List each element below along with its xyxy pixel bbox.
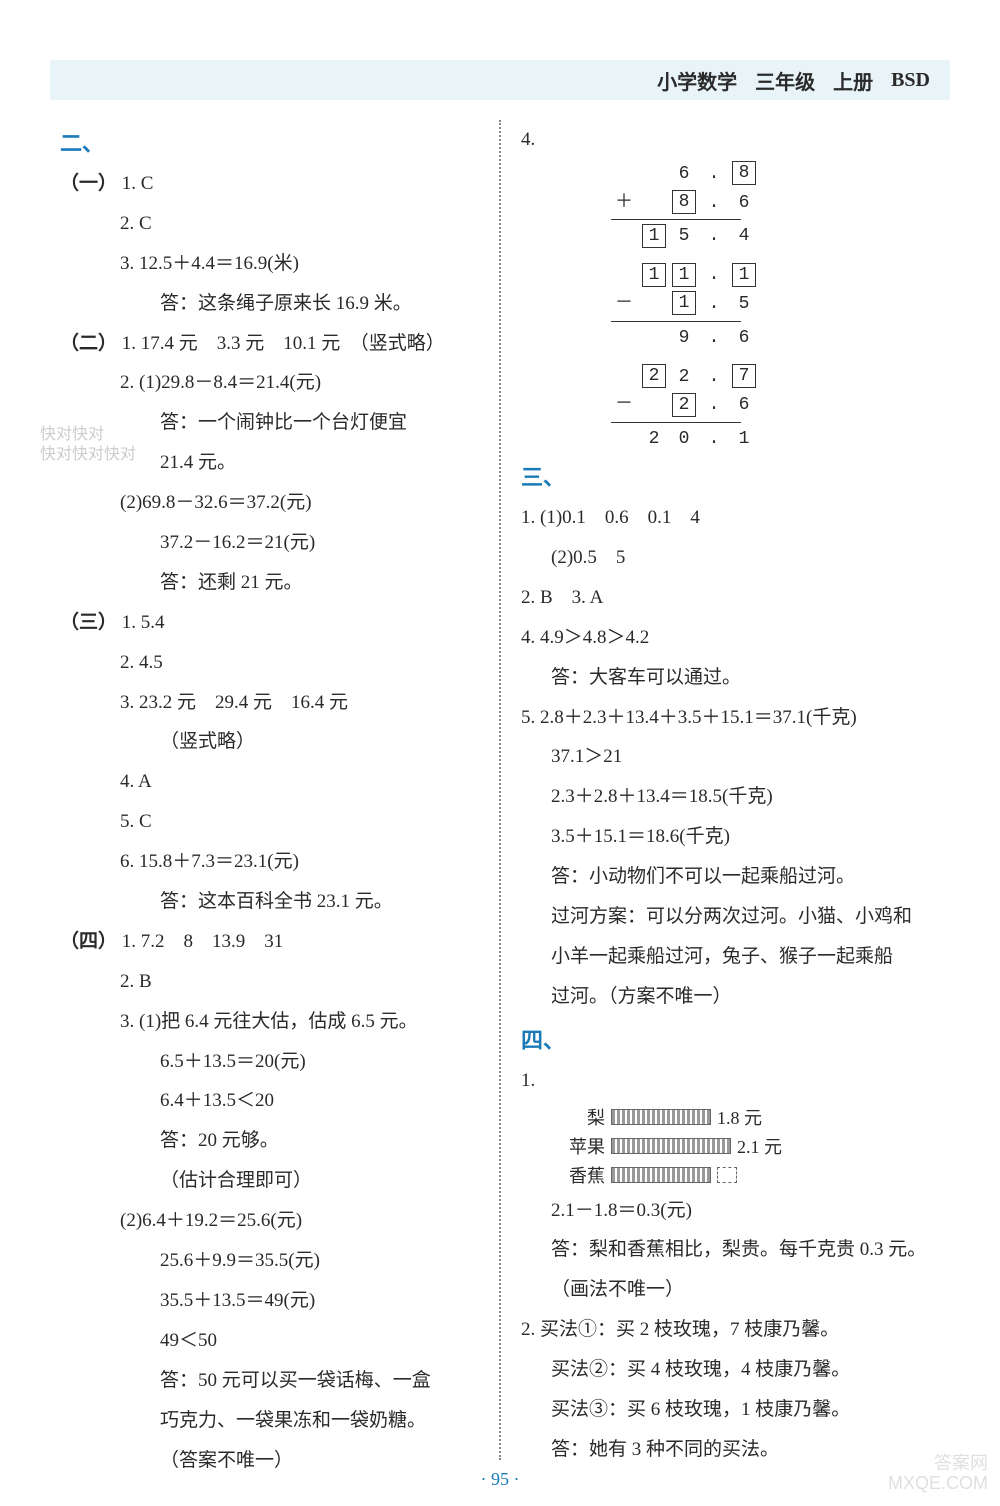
bar-ext bbox=[717, 1167, 737, 1183]
ans: 6.4＋13.5＜20 bbox=[60, 1081, 479, 1121]
bar bbox=[611, 1109, 711, 1125]
ans: 答：大客车可以通过。 bbox=[521, 658, 940, 698]
brand1: 答案网 bbox=[888, 1454, 988, 1474]
ans: 4. A bbox=[60, 762, 479, 802]
item-label: 4. bbox=[521, 129, 535, 150]
ans: 5. 2.8＋2.3＋13.4＋3.5＋15.1＝37.1(千克) bbox=[521, 698, 940, 738]
ans: （估计合理即可） bbox=[60, 1161, 479, 1201]
ans: 过河方案：可以分两次过河。小猫、小鸡和 bbox=[521, 897, 940, 937]
line: （三） 1. 5.4 bbox=[60, 603, 479, 643]
ans: 49＜50 bbox=[60, 1321, 479, 1361]
ans: 6.5＋13.5＝20(元) bbox=[60, 1042, 479, 1082]
ans: 买法②：买 4 枝玫瑰，4 枝康乃馨。 bbox=[521, 1350, 940, 1390]
ans: （画法不唯一） bbox=[521, 1270, 940, 1310]
ans: 6. 15.8＋7.3＝23.1(元) bbox=[60, 842, 479, 882]
ans: 巧克力、一袋果冻和一袋奶糖。 bbox=[60, 1401, 479, 1441]
ans: 2. B 3. A bbox=[521, 578, 940, 618]
bar bbox=[611, 1167, 711, 1183]
vertical-math: 6.8＋8.615.411.1－1.59.622.7－2.620.1 bbox=[521, 160, 940, 454]
hdr-subject: 小学数学 bbox=[657, 66, 737, 95]
ans: 3. (1)把 6.4 元往大估，估成 6.5 元。 bbox=[60, 1002, 479, 1042]
line: （一） 1. C bbox=[60, 164, 479, 204]
page-number: · 95 · bbox=[0, 1469, 1000, 1490]
bar-value: 1.8 元 bbox=[717, 1104, 762, 1130]
line: （四） 1. 7.2 8 13.9 31 bbox=[60, 922, 479, 962]
ans: 1. (1)0.1 0.6 0.1 4 bbox=[521, 498, 940, 538]
ans: 答：20 元够。 bbox=[60, 1121, 479, 1161]
hdr-term: 上册 bbox=[833, 66, 873, 95]
section-4: 四、 bbox=[521, 1023, 940, 1055]
ans: 答：她有 3 种不同的买法。 bbox=[521, 1430, 940, 1470]
ans: (2)69.8－32.6＝37.2(元) bbox=[60, 483, 479, 523]
ans: 答：梨和香蕉相比，梨贵。每千克贵 0.3 元。 bbox=[521, 1230, 940, 1270]
ans: (2)6.4＋19.2＝25.6(元) bbox=[60, 1201, 479, 1241]
bar-value: 2.1 元 bbox=[737, 1133, 782, 1159]
ans: 2. 买法①：买 2 枝玫瑰，7 枝康乃馨。 bbox=[521, 1310, 940, 1350]
bar-chart: 梨 1.8 元苹果 2.1 元香蕉 bbox=[561, 1104, 940, 1188]
brand2: MXQE.COM bbox=[888, 1474, 988, 1494]
content-area: 二、 （一） 1. C 2. C 3. 12.5＋4.4＝16.9(米) 答：这… bbox=[50, 120, 950, 1460]
ans: 买法③：买 6 枝玫瑰，1 枝康乃馨。 bbox=[521, 1390, 940, 1430]
ans: 答：小动物们不可以一起乘船过河。 bbox=[521, 857, 940, 897]
ans: 1. C bbox=[122, 173, 154, 194]
ans: 答：一个闹钟比一个台灯便宜 bbox=[60, 403, 479, 443]
hdr-grade: 三年级 bbox=[755, 66, 815, 95]
ans: 2. B bbox=[60, 962, 479, 1002]
ans: 1. 5.4 bbox=[122, 612, 165, 633]
ans: 37.2－16.2＝21(元) bbox=[60, 523, 479, 563]
ans: 2.3＋2.8＋13.4＝18.5(千克) bbox=[521, 777, 940, 817]
left-column: 二、 （一） 1. C 2. C 3. 12.5＋4.4＝16.9(米) 答：这… bbox=[50, 120, 501, 1460]
bar-row: 苹果 2.1 元 bbox=[561, 1133, 940, 1159]
ans: 2. C bbox=[60, 204, 479, 244]
bar-row: 香蕉 bbox=[561, 1162, 940, 1188]
ans: 2. 4.5 bbox=[60, 643, 479, 683]
ans: 答：还剩 21 元。 bbox=[60, 563, 479, 603]
bar-row: 梨 1.8 元 bbox=[561, 1104, 940, 1130]
group-label: （三） bbox=[60, 612, 117, 633]
group-label: （四） bbox=[60, 931, 117, 952]
group-label: （一） bbox=[60, 173, 117, 194]
ans: 2.1－1.8＝0.3(元) bbox=[521, 1191, 940, 1231]
ans: 3.5＋15.1＝18.6(千克) bbox=[521, 817, 940, 857]
brand-watermark: 答案网 MXQE.COM bbox=[888, 1454, 988, 1494]
section-3: 三、 bbox=[521, 460, 940, 492]
ans: 小羊一起乘船过河，兔子、猴子一起乘船 bbox=[521, 937, 940, 977]
page-header: 小学数学 三年级 上册 BSD bbox=[50, 60, 950, 100]
ans: 2. (1)29.8－8.4＝21.4(元) bbox=[60, 363, 479, 403]
ans: 25.6＋9.9＝35.5(元) bbox=[60, 1241, 479, 1281]
ans: （竖式略） bbox=[60, 722, 479, 762]
ans: 3. 23.2 元 29.4 元 16.4 元 bbox=[60, 683, 479, 723]
ans: 3. 12.5＋4.4＝16.9(米) bbox=[60, 244, 479, 284]
item-4: 4. bbox=[521, 120, 940, 160]
ans: 4. 4.9＞4.8＞4.2 bbox=[521, 618, 940, 658]
ans: 1. 7.2 8 13.9 31 bbox=[122, 931, 284, 952]
ans: 过河。（方案不唯一） bbox=[521, 977, 940, 1017]
bar bbox=[611, 1138, 731, 1154]
bar-label: 梨 bbox=[561, 1104, 605, 1130]
ans: 1. 17.4 元 3.3 元 10.1 元 （竖式略） bbox=[122, 333, 445, 354]
bar-label: 香蕉 bbox=[561, 1162, 605, 1188]
ans: 答：这条绳子原来长 16.9 米。 bbox=[60, 284, 479, 324]
right-column: 4. 6.8＋8.615.411.1－1.59.622.7－2.620.1 三、… bbox=[501, 120, 950, 1460]
ans: 答：这本百科全书 23.1 元。 bbox=[60, 882, 479, 922]
ans: 35.5＋13.5＝49(元) bbox=[60, 1281, 479, 1321]
ans: 5. C bbox=[60, 802, 479, 842]
ans: 21.4 元。 bbox=[60, 443, 479, 483]
item-label: 1. bbox=[521, 1061, 940, 1101]
hdr-edition: BSD bbox=[891, 69, 930, 92]
bar-label: 苹果 bbox=[561, 1133, 605, 1159]
ans: (2)0.5 5 bbox=[521, 538, 940, 578]
section-2: 二、 bbox=[60, 126, 479, 158]
line: （二） 1. 17.4 元 3.3 元 10.1 元 （竖式略） bbox=[60, 324, 479, 364]
ans: 37.1＞21 bbox=[521, 737, 940, 777]
group-label: （二） bbox=[60, 333, 117, 354]
ans: 答：50 元可以买一袋话梅、一盒 bbox=[60, 1361, 479, 1401]
